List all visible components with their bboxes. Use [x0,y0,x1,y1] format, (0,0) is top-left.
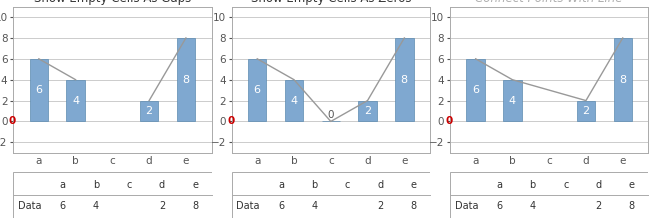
Text: d: d [377,180,383,190]
Text: 8: 8 [401,75,408,85]
Text: 8: 8 [629,201,635,211]
Text: e: e [411,180,417,190]
Text: c: c [563,180,569,190]
Text: Data: Data [236,201,260,211]
Text: b: b [529,180,536,190]
FancyBboxPatch shape [450,172,648,218]
Text: 4: 4 [509,95,516,106]
Text: a: a [496,180,502,190]
Bar [140,101,159,121]
Text: e: e [192,180,198,190]
Bar [358,101,377,121]
Text: a: a [60,180,66,190]
Text: 6: 6 [472,85,479,95]
Bar [395,38,413,121]
Text: 6: 6 [60,201,66,211]
Title: Show Empty Cells As Gaps: Show Empty Cells As Gaps [34,0,191,6]
Text: b: b [311,180,318,190]
Bar [29,59,48,121]
Text: 2: 2 [159,201,165,211]
Bar [66,80,84,121]
Text: d: d [159,180,165,190]
Text: c: c [126,180,132,190]
Text: c: c [345,180,350,190]
Text: 6: 6 [253,85,261,95]
Text: b: b [93,180,99,190]
Text: Data: Data [18,201,41,211]
Text: 2: 2 [595,201,602,211]
Text: a: a [278,180,284,190]
Text: 0: 0 [445,116,453,127]
Text: e: e [629,180,635,190]
Text: Data: Data [455,201,478,211]
Bar [577,101,595,121]
Text: 4: 4 [530,201,536,211]
Text: 2: 2 [377,201,384,211]
Text: d: d [596,180,602,190]
Text: 6: 6 [278,201,284,211]
Text: 2: 2 [582,106,590,116]
Bar [503,80,521,121]
Bar [614,38,632,121]
Bar [248,59,267,121]
FancyBboxPatch shape [231,172,430,218]
Text: 0: 0 [328,110,334,120]
Text: 4: 4 [290,95,297,106]
Text: 6: 6 [35,85,43,95]
Text: 4: 4 [72,95,79,106]
Text: 8: 8 [619,75,626,85]
Bar [177,38,195,121]
Text: 4: 4 [311,201,317,211]
Text: 0: 0 [227,116,234,127]
Text: 0: 0 [9,116,16,127]
Text: 6: 6 [496,201,502,211]
Title: Connect Points With Line: Connect Points With Line [476,0,623,6]
Text: 2: 2 [364,106,371,116]
Text: 2: 2 [145,106,153,116]
Bar [466,59,485,121]
Bar [285,80,303,121]
Text: 4: 4 [93,201,99,211]
FancyBboxPatch shape [13,172,212,218]
Text: 8: 8 [192,201,198,211]
Text: 8: 8 [182,75,189,85]
Text: 8: 8 [411,201,417,211]
Title: Show Empty Cells As Zeros: Show Empty Cells As Zeros [250,0,411,6]
